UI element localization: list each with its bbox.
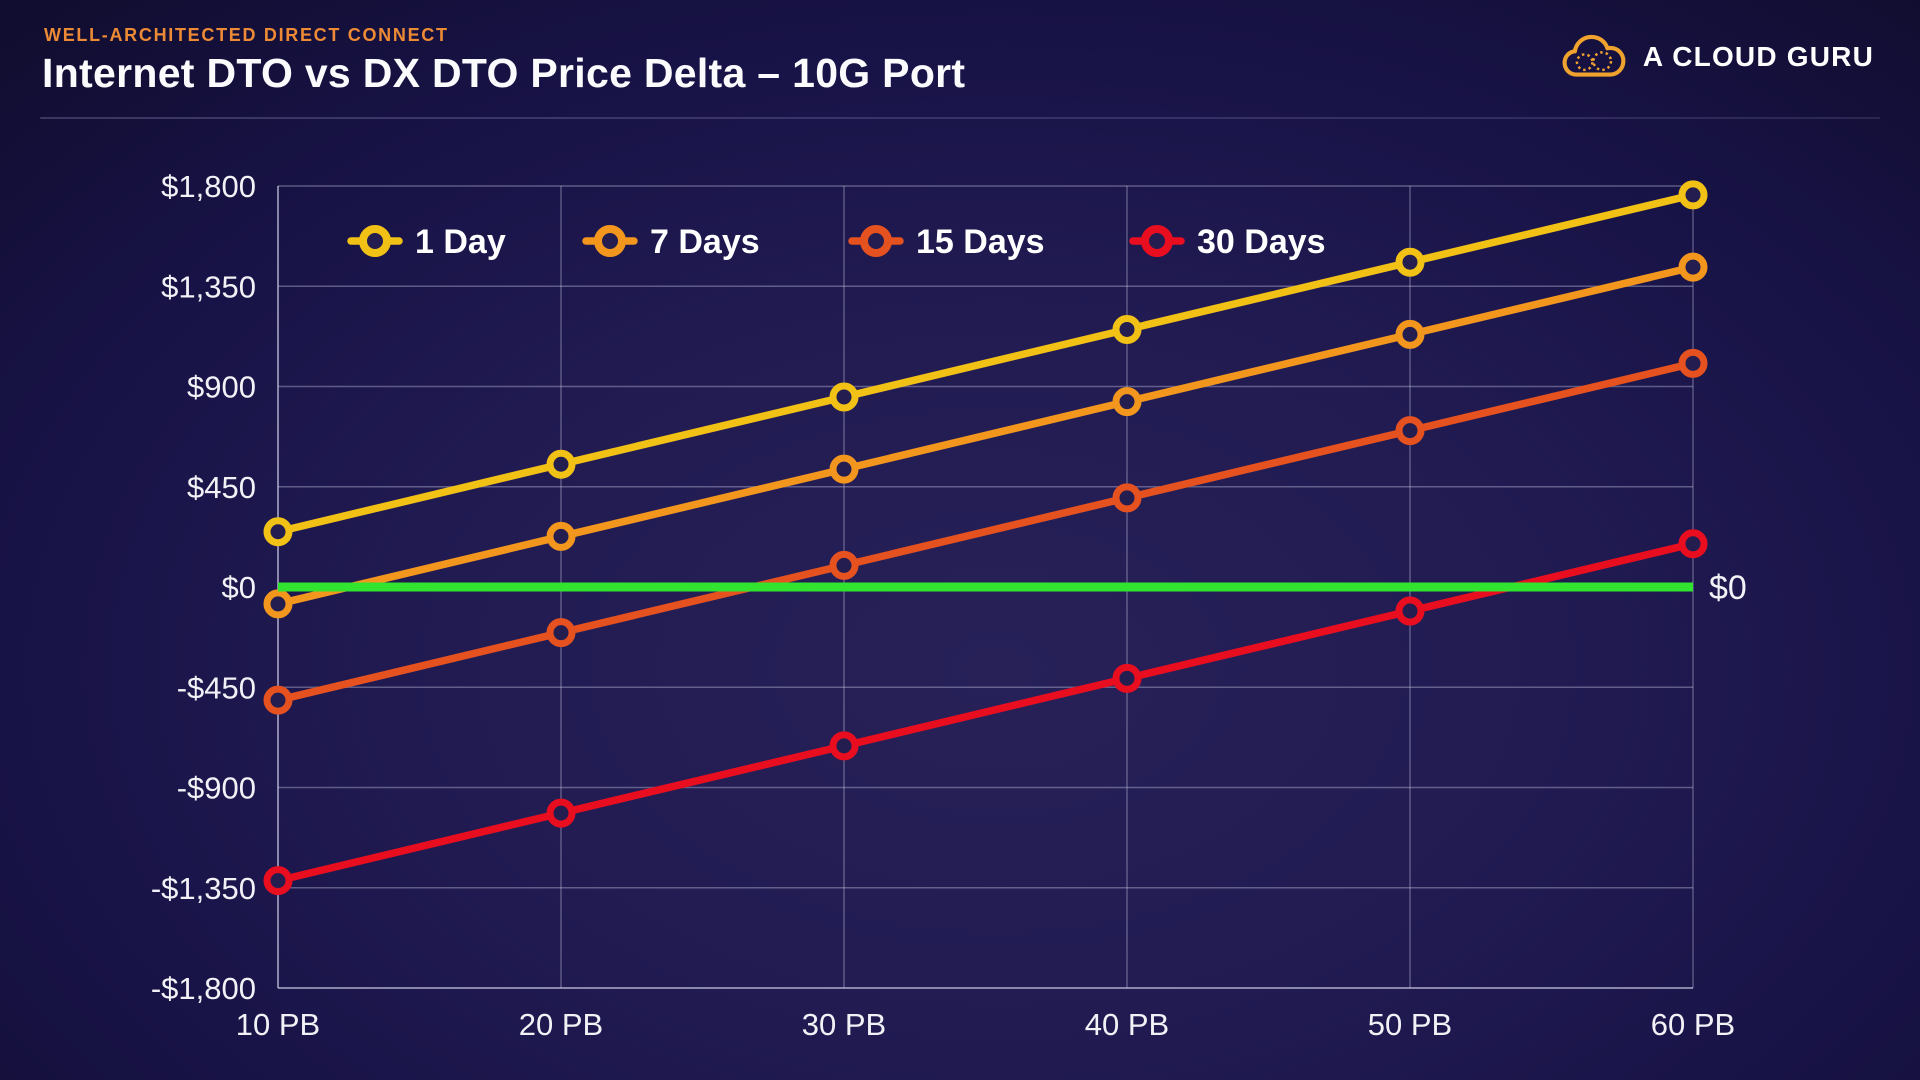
acg-logo: A CLOUD GURU [1562, 32, 1874, 82]
x-tick-label: 30 PB [802, 1007, 886, 1042]
data-point-marker-7-days [1395, 319, 1425, 349]
data-point-marker-15-days [1395, 416, 1425, 446]
series-line-7-days [274, 263, 1697, 608]
x-tick-label: 20 PB [519, 1007, 603, 1042]
y-tick-label: $0 [222, 570, 256, 605]
data-point-marker-30-days [829, 731, 859, 761]
x-tick-label: 10 PB [236, 1007, 320, 1042]
legend-label: 1 Day [415, 223, 506, 261]
y-tick-label: -$450 [177, 670, 256, 705]
legend-item-30-days: 30 Days [1129, 223, 1326, 261]
data-point-marker-30-days [263, 866, 293, 896]
y-tick-label: $450 [187, 470, 256, 505]
data-point-marker-7-days [1112, 387, 1142, 417]
zero-line-label: $0 [1709, 569, 1747, 607]
data-point-marker-30-days [1112, 663, 1142, 693]
y-tick-label: -$1,800 [151, 971, 256, 1006]
data-point-marker-1-day [1678, 180, 1708, 210]
page-title: Internet DTO vs DX DTO Price Delta – 10G… [42, 50, 966, 96]
series-line-1-day [274, 191, 1697, 536]
y-tick-label: $1,350 [161, 269, 256, 304]
data-point-marker-7-days [1678, 252, 1708, 282]
logo-text: A CLOUD GURU [1642, 41, 1874, 72]
legend-item-1-day: 1 Day [347, 223, 506, 261]
y-tick-label: $1,800 [161, 169, 256, 204]
header-divider [40, 117, 1880, 119]
y-tick-label: -$900 [177, 771, 256, 806]
data-point-marker-15-days [1678, 348, 1708, 378]
eyebrow-label: WELL-ARCHITECTED DIRECT CONNECT [44, 25, 449, 45]
data-point-marker-7-days [546, 521, 576, 551]
cloud-icon [1562, 34, 1626, 77]
series-line-15-days [274, 359, 1697, 704]
y-tick-label: $900 [187, 370, 256, 405]
x-tick-label: 50 PB [1368, 1007, 1452, 1042]
legend-marker [1141, 225, 1173, 257]
data-point-marker-1-day [1112, 314, 1142, 344]
legend-item-15-days: 15 Days [848, 223, 1045, 261]
data-point-marker-1-day [1395, 247, 1425, 277]
series-line-30-days [274, 540, 1697, 885]
legend-marker [359, 225, 391, 257]
y-tick-label: -$1,350 [151, 871, 256, 906]
data-point-marker-15-days [546, 618, 576, 648]
x-tick-label: 40 PB [1085, 1007, 1169, 1042]
data-point-marker-15-days [1112, 483, 1142, 513]
data-point-marker-1-day [263, 517, 293, 547]
data-point-marker-30-days [1678, 529, 1708, 559]
data-point-marker-30-days [1395, 596, 1425, 626]
data-point-marker-7-days [829, 454, 859, 484]
x-tick-label: 60 PB [1651, 1007, 1735, 1042]
data-point-marker-1-day [829, 382, 859, 412]
data-point-marker-15-days [263, 685, 293, 715]
legend-label: 15 Days [916, 223, 1045, 261]
legend-label: 30 Days [1197, 223, 1326, 261]
legend-marker [860, 225, 892, 257]
data-point-marker-15-days [829, 550, 859, 580]
legend-item-7-days: 7 Days [582, 223, 760, 261]
data-point-marker-30-days [546, 798, 576, 828]
data-point-marker-1-day [546, 449, 576, 479]
legend-marker [594, 225, 626, 257]
data-point-marker-7-days [263, 589, 293, 619]
legend-label: 7 Days [650, 223, 760, 261]
